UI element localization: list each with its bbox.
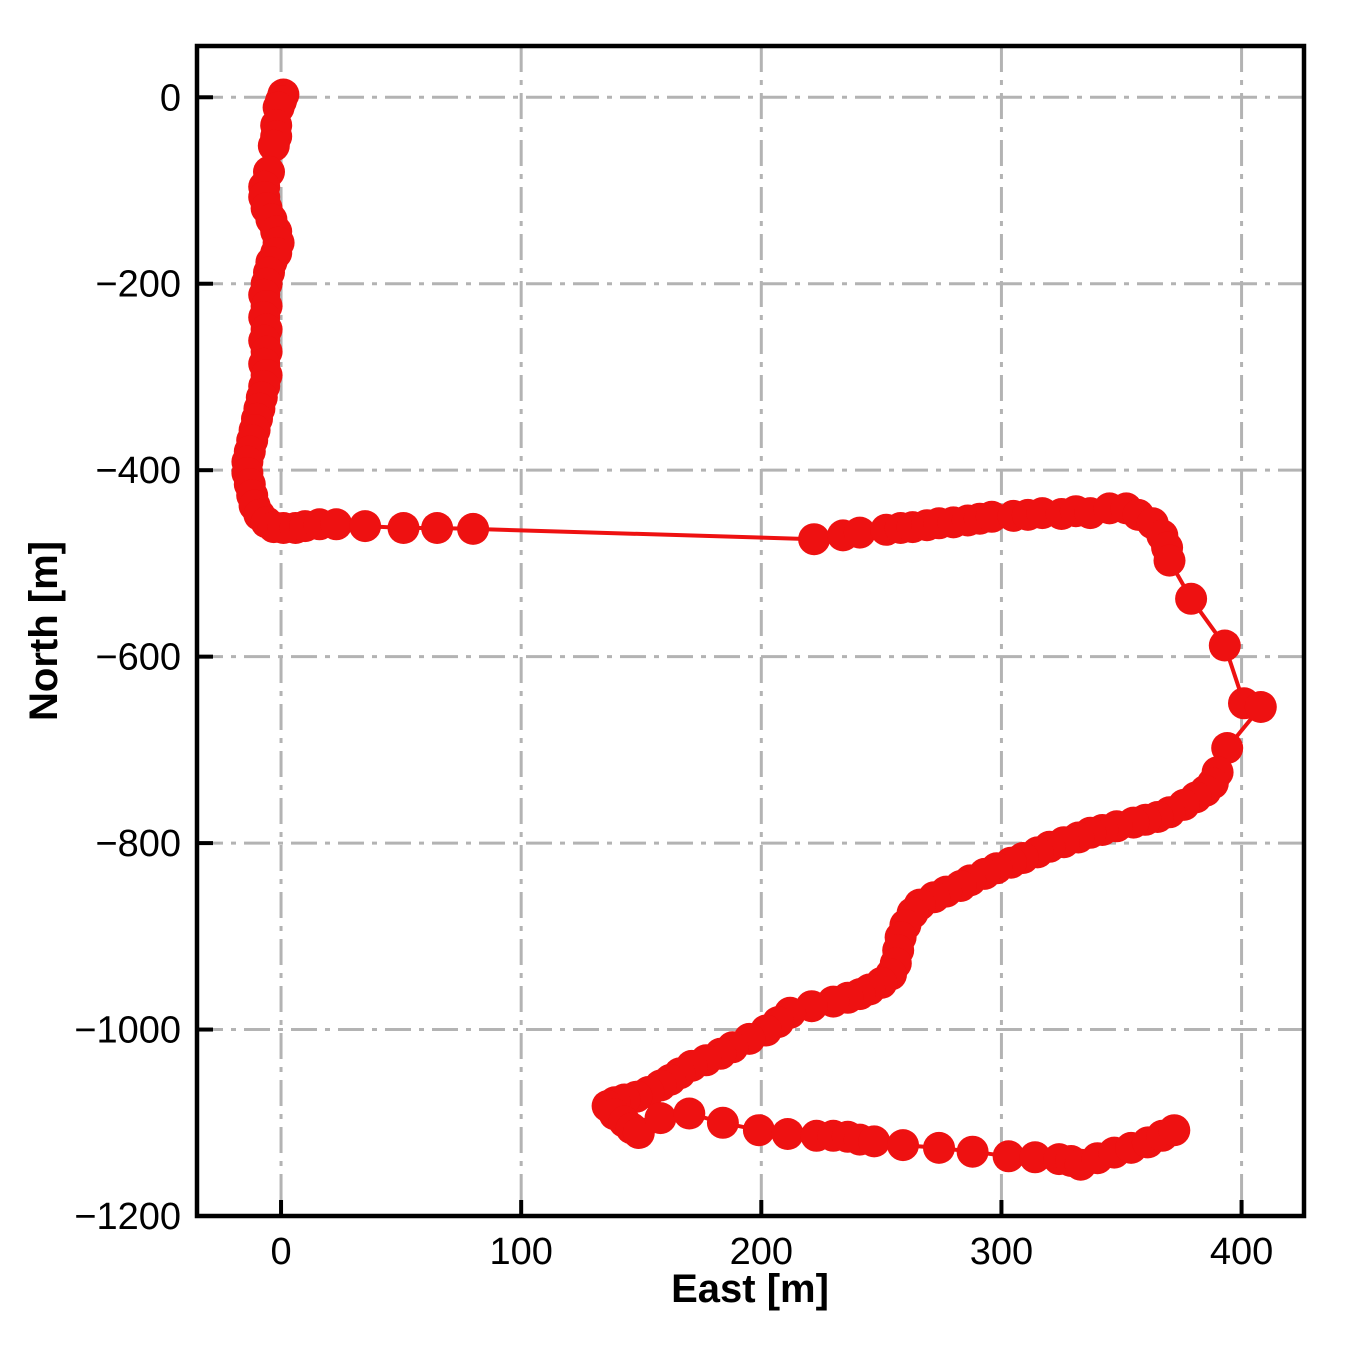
y-tick-label: −400 — [95, 450, 181, 492]
trajectory-marker — [1244, 691, 1277, 723]
trajectory-marker — [923, 1131, 955, 1164]
x-tick-label: 200 — [730, 1231, 793, 1273]
trajectory-marker — [257, 129, 290, 162]
trajectory-marker — [956, 1135, 989, 1168]
trajectory-marker — [798, 523, 831, 556]
trajectory-marker — [1019, 1141, 1052, 1174]
trajectory-marker — [843, 516, 876, 549]
x-tick-label: 100 — [489, 1231, 552, 1273]
trajectory-marker — [673, 1097, 706, 1130]
trajectory-marker — [349, 510, 382, 543]
y-tick-label: −600 — [95, 637, 181, 679]
trajectory-marker — [644, 1102, 677, 1135]
y-tick-label: −200 — [95, 264, 181, 306]
trajectory-marker — [771, 1118, 804, 1150]
trajectory-marker — [387, 512, 420, 544]
y-axis-label: North [m] — [22, 541, 66, 721]
trajectory-marker — [1211, 732, 1244, 764]
trajectory-marker — [457, 512, 490, 545]
trajectory-marker — [992, 1140, 1025, 1173]
trajectory-series — [231, 78, 1277, 1181]
trajectory-marker — [1158, 1114, 1191, 1147]
trajectory-marker — [421, 512, 454, 544]
trajectory-marker — [1153, 544, 1186, 577]
y-tick-label: −1200 — [74, 1196, 181, 1238]
trajectory-marker — [858, 1125, 891, 1158]
x-tick-label: 400 — [1210, 1231, 1273, 1273]
trajectory-marker — [1175, 582, 1208, 615]
tick-labels: 0 100 200 300 400 0 −200 −400 −600 −800 −1000 −1200 — [74, 77, 1273, 1273]
x-tick-label: 0 — [270, 1231, 291, 1273]
plot-border — [194, 43, 1307, 1219]
axes-spines — [194, 43, 1307, 1219]
y-tick-label: −800 — [95, 823, 181, 865]
y-tick-label: −1000 — [74, 1010, 181, 1052]
y-tick-label: 0 — [160, 77, 181, 119]
trajectory-marker — [887, 1129, 919, 1162]
trajectory-marker — [706, 1106, 739, 1139]
trajectory-marker — [1208, 629, 1241, 662]
x-tick-label: 300 — [970, 1231, 1033, 1273]
trajectory-marker — [320, 508, 353, 541]
trajectory-marker — [742, 1114, 775, 1147]
x-axis-label: East [m] — [671, 1267, 829, 1311]
axis-ticks — [197, 95, 1244, 1218]
